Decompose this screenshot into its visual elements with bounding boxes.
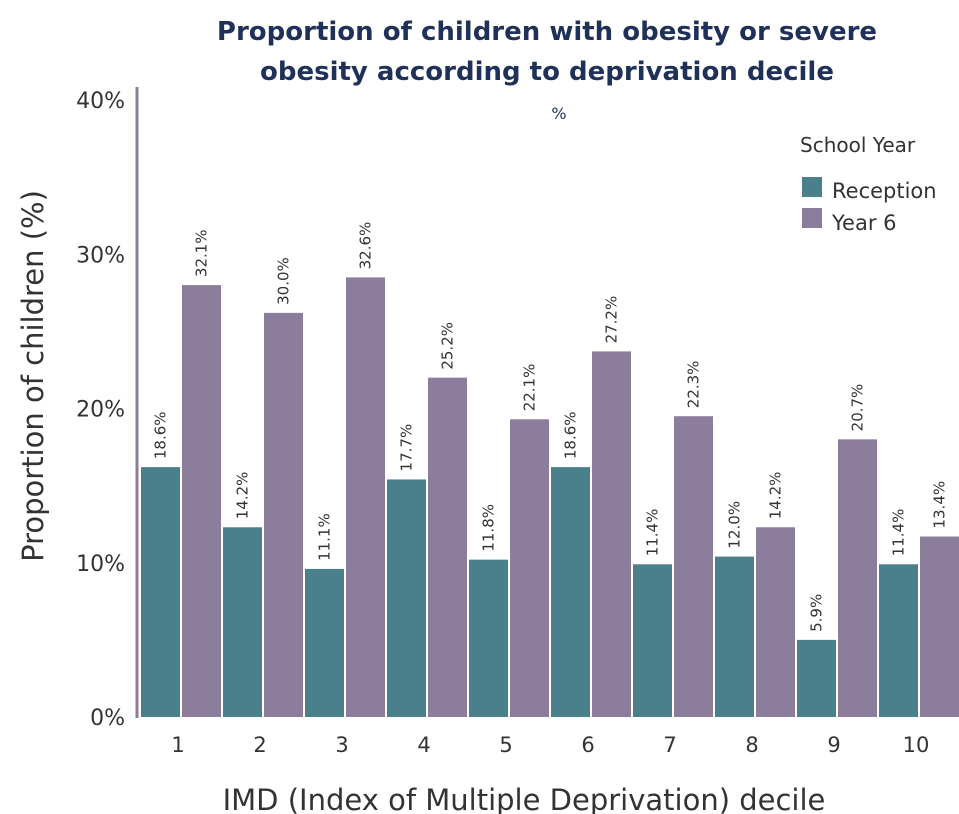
legend-swatch-year-6 <box>802 208 822 228</box>
chart-note: % <box>551 104 566 123</box>
bar-year-6-9 <box>838 439 877 717</box>
x-tick-label-3: 3 <box>335 733 348 757</box>
data-labels: 18.6% 32.1% 14.2% 30.0% 11.1% 32.6% 17.7% 25.2%… <box>152 222 949 632</box>
x-tick-label-7: 7 <box>663 733 676 757</box>
chart-title-line-2: obesity according to deprivation decile <box>260 57 834 87</box>
bar-reception-3 <box>305 568 344 717</box>
x-tick-label-10: 10 <box>903 733 930 757</box>
bar-reception-5 <box>469 559 508 717</box>
x-tick-label-5: 5 <box>499 733 512 757</box>
y-tick-label: 20% <box>76 398 125 423</box>
legend-label-reception: Reception <box>832 179 937 203</box>
bar-year-6-2 <box>264 312 303 717</box>
data-label-reception-3: 11.1% <box>316 513 334 561</box>
data-label-reception-4: 17.7% <box>398 424 416 472</box>
bar-reception-10 <box>879 564 918 717</box>
legend: School Year Reception Year 6 <box>800 133 937 235</box>
legend-swatch-reception <box>802 177 822 197</box>
data-label-year-6-3: 32.6% <box>357 222 375 270</box>
bar-reception-7 <box>633 564 672 717</box>
y-tick-label: 40% <box>76 89 125 114</box>
chart-title-line-1: Proportion of children with obesity or s… <box>217 17 877 47</box>
y-tick-label: 30% <box>76 243 125 268</box>
data-label-reception-7: 11.4% <box>644 509 662 557</box>
bar-reception-8 <box>715 556 754 717</box>
bar-reception-9 <box>797 639 836 717</box>
bar-year-6-8 <box>756 527 795 717</box>
data-label-year-6-2: 30.0% <box>275 257 293 305</box>
bar-year-6-5 <box>510 419 549 717</box>
bar-year-6-10 <box>920 536 959 717</box>
bar-reception-1 <box>141 467 180 717</box>
legend-title: School Year <box>800 133 916 157</box>
data-label-reception-9: 5.9% <box>808 594 826 632</box>
bar-year-6-4 <box>428 377 467 717</box>
x-tick-label-4: 4 <box>417 733 430 757</box>
x-axis-label: IMD (Index of Multiple Deprivation) deci… <box>223 783 826 814</box>
x-tick-label-1: 1 <box>171 733 184 757</box>
x-tick-label-6: 6 <box>581 733 594 757</box>
x-ticks: 1 2 3 4 5 6 7 8 9 10 <box>171 733 929 757</box>
data-label-year-6-7: 22.3% <box>685 361 703 409</box>
data-label-year-6-10: 13.4% <box>931 481 949 529</box>
bar-reception-6 <box>551 467 590 717</box>
data-label-year-6-6: 27.2% <box>603 296 621 344</box>
data-label-reception-5: 11.8% <box>480 504 498 552</box>
data-label-reception-10: 11.4% <box>890 509 908 557</box>
bars <box>141 277 959 717</box>
bar-reception-2 <box>223 527 262 717</box>
bar-year-6-7 <box>674 416 713 717</box>
y-tick-label: 10% <box>76 552 125 577</box>
bar-reception-4 <box>387 479 426 717</box>
bar-year-6-6 <box>592 351 631 717</box>
data-label-year-6-5: 22.1% <box>521 364 539 412</box>
data-label-year-6-1: 32.1% <box>193 229 211 277</box>
data-label-year-6-4: 25.2% <box>439 322 457 370</box>
bar-year-6-1 <box>182 285 221 717</box>
x-tick-label-8: 8 <box>745 733 758 757</box>
data-label-year-6-9: 20.7% <box>849 384 867 432</box>
y-tick-label: 0% <box>90 706 125 731</box>
data-label-reception-6: 18.6% <box>562 411 580 459</box>
y-axis-label: Proportion of children (%) <box>16 190 50 562</box>
bar-year-6-3 <box>346 277 385 717</box>
y-ticks: 0% 10% 20% 30% 40% <box>76 89 125 731</box>
data-label-year-6-8: 14.2% <box>767 472 785 520</box>
data-label-reception-2: 14.2% <box>234 472 252 520</box>
x-tick-label-2: 2 <box>253 733 266 757</box>
data-label-reception-1: 18.6% <box>152 411 170 459</box>
x-tick-label-9: 9 <box>827 733 840 757</box>
legend-label-year-6: Year 6 <box>831 211 897 235</box>
data-label-reception-8: 12.0% <box>726 501 744 549</box>
